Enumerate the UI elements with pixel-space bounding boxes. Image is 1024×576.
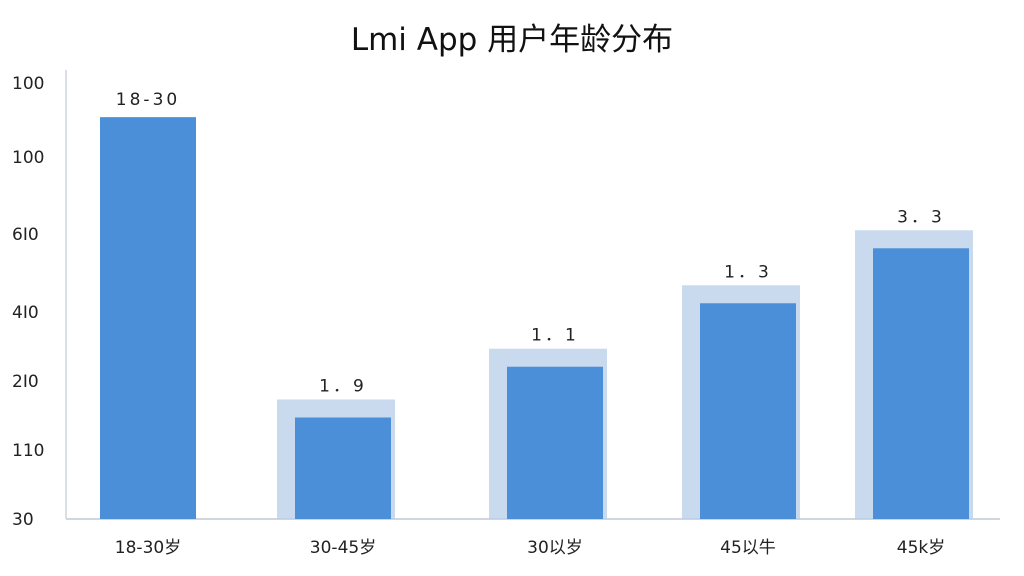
bar xyxy=(295,417,391,519)
x-tick-label: 30-45岁 xyxy=(310,538,376,558)
y-tick-label: 100 xyxy=(12,148,44,168)
x-tick-label: 45k岁 xyxy=(897,538,945,558)
bar-data-label: 1．3 xyxy=(724,262,772,282)
bar xyxy=(700,303,796,519)
x-axis-labels: 18-30岁 30-45岁 30以岁 45以牛 45k岁 xyxy=(115,538,945,558)
y-tick-label: 4I0 xyxy=(12,303,39,323)
bar-data-label: 18-30 xyxy=(116,90,180,110)
y-tick-label: 100 xyxy=(12,74,44,94)
y-tick-label: 6I0 xyxy=(12,225,39,245)
x-tick-label: 18-30岁 xyxy=(115,538,181,558)
bar xyxy=(873,248,969,519)
bar-data-label: 1．1 xyxy=(531,326,579,346)
chart-title: Lmi App 用户年龄分布 xyxy=(350,22,674,58)
data-labels: 18-30 1．9 1．1 1．3 3．3 xyxy=(116,90,945,396)
bars xyxy=(100,117,973,520)
y-tick-label: 30 xyxy=(12,510,34,530)
x-tick-label: 45以牛 xyxy=(720,538,776,558)
x-tick-label: 30以岁 xyxy=(527,538,583,558)
y-tick-label: 110 xyxy=(12,441,44,461)
y-tick-label: 2I0 xyxy=(12,372,39,392)
bar xyxy=(100,117,196,520)
bar-data-label: 1．9 xyxy=(319,376,367,396)
bar xyxy=(507,366,603,519)
y-axis-ticks: 30 110 2I0 4I0 6I0 100 100 xyxy=(12,74,44,530)
bar-data-label: 3．3 xyxy=(897,207,945,227)
